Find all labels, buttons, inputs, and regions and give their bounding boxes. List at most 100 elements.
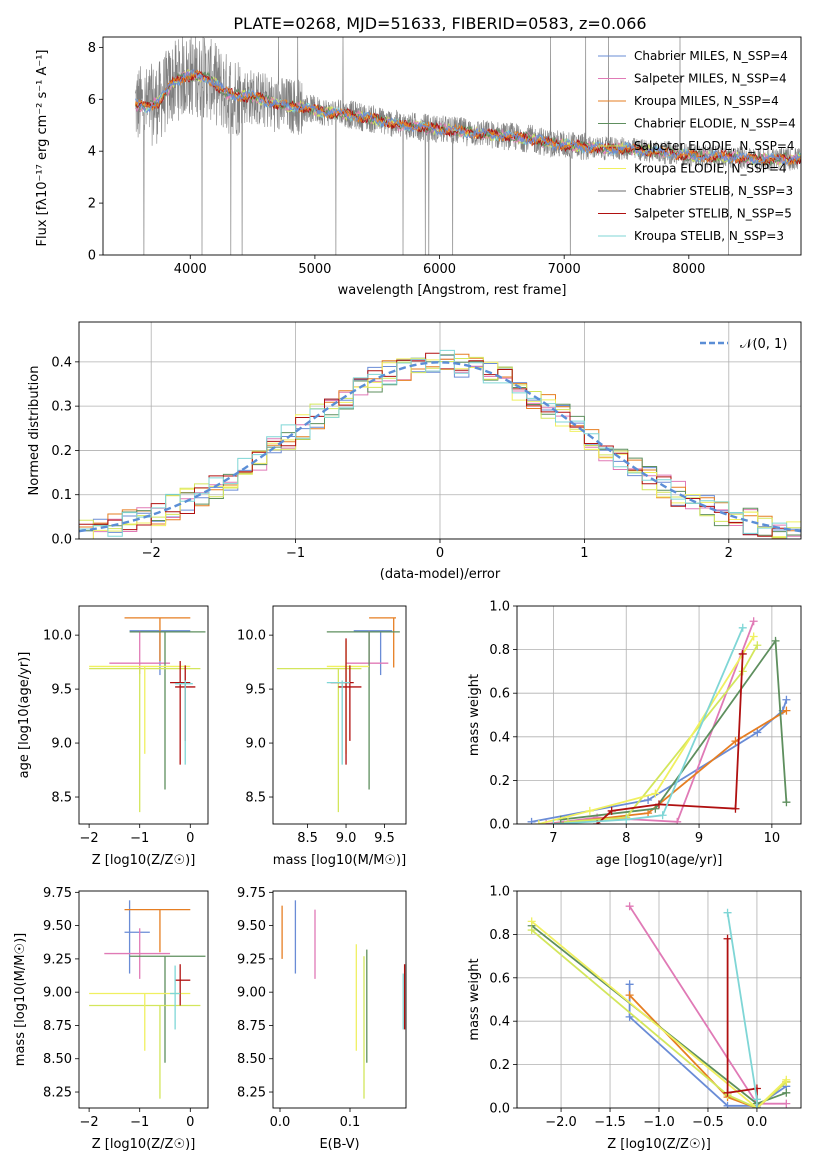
weight_vs_age-series-7	[553, 627, 744, 824]
weight_vs_age-ylabel: mass weight	[467, 674, 482, 756]
spectrum-plot-area	[135, 37, 801, 255]
weight_vs_age-marker-2-3	[782, 706, 791, 715]
weight_vs_Z-marker-2-0	[625, 991, 634, 1000]
weight_vs_Z-ytick-label-4: 0.8	[489, 928, 510, 943]
mass_vs_Z-ytick-label-5: 9.50	[43, 919, 72, 934]
weight_vs_age-ytick-label-2: 0.4	[489, 730, 510, 745]
weight_vs_age-marker-0-0	[527, 817, 536, 824]
mass_vs_ebv-ytick-label-1: 8.50	[237, 1052, 266, 1067]
legend-label-3: Chabrier ELODIE, N_SSP=4	[634, 117, 796, 131]
mass_vs_ebv-ytick-label-0: 8.25	[237, 1086, 266, 1101]
residuals-xtick-label-1: −1	[286, 546, 305, 561]
age-z-xlabel: Z [log10(Z/Z☉)]	[92, 853, 196, 868]
weight_vs_Z-marker-4-0	[527, 926, 536, 935]
mass_vs_Z-xtick-label-2: 0	[186, 1115, 194, 1130]
weight_vs_Z-marker-7-2	[752, 1104, 761, 1108]
weight_vs_age-marker-4-0	[563, 817, 572, 824]
weight_vs_age-marker-5-3	[749, 632, 758, 641]
mass_vs_ebv-ytick-label-3: 9.00	[237, 986, 266, 1001]
spectrum-xlabel: wavelength [Angstrom, rest frame]	[338, 283, 567, 298]
age_vs_Z-ytick-label-1: 9.0	[51, 737, 72, 752]
weight_vs_age-series-2	[553, 709, 787, 824]
mass_vs_Z-frame	[78, 890, 209, 1109]
weight_vs_age-marker-7-1	[622, 815, 631, 824]
weight_vs_age-marker-5-2	[651, 789, 660, 798]
weight_vs_Z-xtick-label-1: −1.5	[594, 1115, 626, 1130]
weight_vs_Z-marker-3-2	[782, 1088, 791, 1097]
weight_vs_age-marker-0-1	[644, 796, 653, 805]
spectrum-ytick-label-1: 2	[88, 197, 96, 212]
mass_vs_ebv-xtick-label-1: 0.1	[340, 1115, 361, 1130]
weight_vs_age-marker-1-2	[673, 817, 682, 824]
weight_vs_age-xlabel: age [log10(age/yr)]	[596, 853, 723, 868]
mass_vs_ebv-xtick-label-0: 0.0	[270, 1115, 291, 1130]
weight_vs_Z-xlabel: Z [log10(Z/Z☉)]	[607, 1137, 711, 1152]
age_vs_mass-ytick-label-0: 8.5	[245, 791, 266, 806]
weight_vs_age-xtick-label-3: 10	[764, 831, 781, 846]
weight_vs_Z-marker-1-0	[625, 902, 634, 911]
weight_vs_Z-xtick-label-2: −1.0	[643, 1115, 675, 1130]
weight_vs_age-ytick-label-1: 0.2	[489, 774, 510, 789]
age_vs_Z-ytick-label-3: 10.0	[43, 629, 72, 644]
model-spectrum-line-0	[135, 69, 801, 166]
weight_vs_age-xtick-label-2: 9	[695, 831, 703, 846]
residuals-xtick-label-0: −2	[142, 546, 161, 561]
legend-label-1: Salpeter MILES, N_SSP=4	[634, 72, 787, 86]
weight_vs_Z-plot-area	[517, 891, 801, 1108]
age_vs_mass-plot-area	[276, 617, 400, 813]
mass_vs_Z-ytick-label-1: 8.50	[43, 1052, 72, 1067]
mass_vs_ebv-ytick-label-4: 9.25	[237, 952, 266, 967]
weight_vs_age-marker-7-2	[658, 811, 667, 820]
weight_vs_Z-xtick-label-4: 0.0	[747, 1115, 768, 1130]
spectrum-xtick-label-1: 5000	[298, 262, 331, 277]
spectrum-xtick-label-0: 4000	[174, 262, 207, 277]
weight_vs_Z-ytick-label-5: 1.0	[489, 885, 510, 900]
age_vs_Z-ytick-label-0: 8.5	[51, 791, 72, 806]
weight_vs_Z-ytick-label-0: 0.0	[489, 1102, 510, 1117]
residuals-xtick-label-4: 2	[725, 546, 733, 561]
legend-label-0: Chabrier MILES, N_SSP=4	[634, 49, 788, 63]
weight_vs_age-series-1	[545, 620, 755, 824]
weight_vs_age-xtick-label-0: 7	[549, 831, 557, 846]
weight_vs_age-plot-area	[517, 606, 801, 824]
residual-hist-8	[79, 349, 801, 539]
age_vs_Z-frame	[78, 605, 209, 825]
weight_vs_age-marker-7-0	[549, 820, 558, 824]
weight_vs_age-marker-0-2	[753, 728, 762, 737]
weight_vs_age-xtick-label-1: 8	[622, 831, 630, 846]
age_vs_Z-plot-area	[89, 617, 206, 813]
mass-z-xlabel: Z [log10(Z/Z☉)]	[92, 1137, 196, 1152]
mass_vs_ebv-ytick-label-5: 9.50	[237, 919, 266, 934]
weight_vs_age-ytick-label-5: 1.0	[489, 600, 510, 615]
weight_vs_Z-marker-6-2	[752, 1084, 761, 1093]
weight_vs_age-marker-3-1	[651, 804, 660, 813]
weight_vs_age-marker-6-3	[731, 804, 740, 813]
mass_vs_ebv-frame	[272, 890, 407, 1109]
age_vs_Z-xtick-label-2: 0	[186, 831, 194, 846]
age-mass-xlabel: mass [log10(M/M☉)]	[273, 853, 406, 868]
weight_vs_Z-ytick-label-2: 0.4	[489, 1015, 510, 1030]
weight_vs_age-ytick-label-4: 0.8	[489, 643, 510, 658]
weight_vs_age-series-5	[538, 636, 755, 824]
age_vs_Z-xtick-label-1: −1	[130, 831, 149, 846]
residual-xlabel: (data-model)/error	[380, 567, 501, 582]
mass_vs_Z-ytick-label-2: 8.75	[43, 1019, 72, 1034]
weight_vs_age-ytick-label-0: 0.0	[489, 818, 510, 833]
age_vs_mass-xtick-label-0: 8.5	[297, 831, 318, 846]
residuals-ytick-label-4: 0.4	[51, 355, 72, 370]
weight_vs_Z-series-7	[726, 912, 758, 1108]
mass_vs_Z-xtick-label-0: −2	[80, 1115, 99, 1130]
legend-label-8: Kroupa STELIB, N_SSP=3	[634, 229, 784, 243]
age_vs_Z-xtick-label-0: −2	[80, 831, 99, 846]
mass_vs_Z-xtick-label-1: −1	[130, 1115, 149, 1130]
weight_vs_Z-marker-5-0	[527, 917, 536, 926]
age_vs_Z-ytick-label-2: 9.5	[51, 683, 72, 698]
figure-title: PLATE=0268, MJD=51633, FIBERID=0583, z=0…	[233, 14, 646, 33]
age_vs_mass-frame	[272, 605, 407, 825]
weight_vs_Z-ylabel: mass weight	[467, 958, 482, 1040]
weight_vs_Z-marker-1-2	[782, 1099, 791, 1108]
weight_vs_age-series-4	[567, 644, 759, 823]
spectrum-ytick-label-0: 0	[88, 249, 96, 264]
weight_vs_Z-ytick-label-1: 0.2	[489, 1058, 510, 1073]
